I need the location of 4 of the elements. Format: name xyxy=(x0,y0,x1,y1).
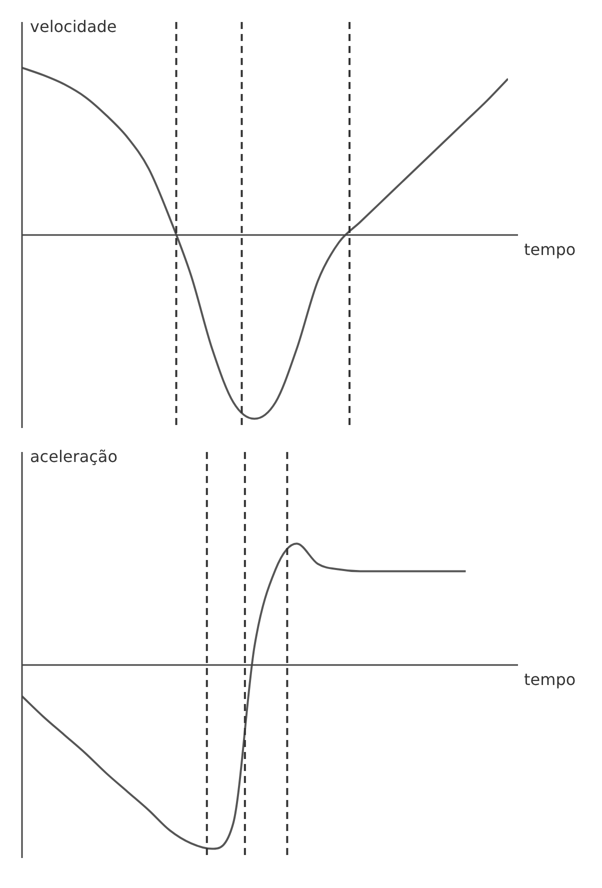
x-axis-title: tempo xyxy=(524,670,576,690)
y-axis-title: velocidade xyxy=(30,17,117,36)
y-axis-title: aceleração xyxy=(30,447,118,466)
x-axis-title: tempo xyxy=(524,240,576,260)
